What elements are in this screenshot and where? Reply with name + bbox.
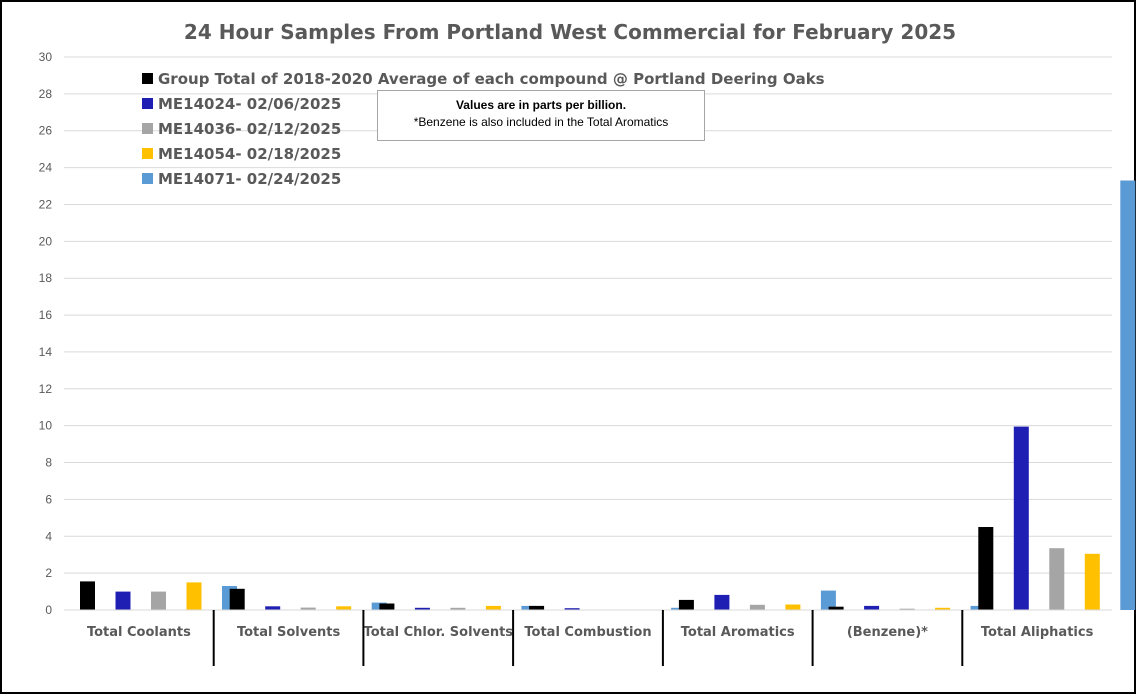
y-tick-label: 12 (39, 382, 53, 396)
legend-label: ME14024- 02/06/2025 (158, 94, 342, 113)
x-category-label: Total Coolants (87, 625, 191, 640)
legend-swatch (142, 98, 153, 109)
units-note: Values are in parts per billion. *Benzen… (377, 90, 705, 141)
bar (300, 607, 316, 610)
bar (450, 607, 466, 610)
x-category-label: Total Aliphatics (981, 625, 1094, 640)
bar (265, 606, 281, 610)
bar (80, 581, 95, 610)
bar (151, 591, 166, 610)
legend-item: Group Total of 2018-2020 Average of each… (142, 66, 825, 91)
bar (828, 606, 844, 610)
bar (115, 591, 131, 610)
legend-swatch (142, 73, 153, 84)
bar (671, 607, 687, 610)
y-tick-label: 28 (39, 87, 53, 101)
bar (820, 590, 836, 610)
bar (749, 604, 765, 610)
legend: Group Total of 2018-2020 Average of each… (142, 66, 825, 191)
y-tick-label: 4 (45, 529, 52, 543)
y-tick-label: 16 (39, 308, 53, 322)
bar (935, 607, 951, 610)
bar (379, 603, 395, 610)
x-category-label: Total Aromatics (681, 625, 795, 640)
bar (978, 527, 994, 610)
legend-swatch (142, 123, 153, 134)
legend-label: ME14054- 02/18/2025 (158, 144, 342, 163)
bar (186, 582, 202, 610)
bar (785, 604, 801, 610)
bar (371, 602, 387, 610)
y-tick-label: 18 (39, 271, 53, 285)
legend-item: ME14071- 02/24/2025 (142, 166, 825, 191)
bar (714, 594, 730, 610)
y-tick-label: 6 (45, 492, 52, 506)
y-tick-label: 24 (39, 161, 53, 175)
bar (229, 588, 245, 610)
bar (864, 605, 880, 610)
y-tick-label: 8 (45, 456, 52, 470)
y-tick-label: 0 (45, 603, 52, 617)
bar (414, 607, 430, 610)
legend-item: ME14036- 02/12/2025 (142, 116, 825, 141)
x-category-label: Total Chlor. Solvents (364, 625, 514, 640)
bar (970, 605, 986, 610)
bar (485, 605, 501, 610)
bar (1084, 553, 1100, 610)
y-tick-label: 30 (39, 50, 53, 64)
chart-title: 24 Hour Samples From Portland West Comme… (184, 20, 956, 44)
legend-item: ME14024- 02/06/2025 (142, 91, 825, 116)
x-category-label: Total Combustion (524, 625, 651, 640)
bars (80, 180, 1136, 610)
legend-item: ME14054- 02/18/2025 (142, 141, 825, 166)
legend-swatch (142, 148, 153, 159)
bar (521, 605, 537, 610)
x-axis: Total Coolants Total Solvents Total Chlor.… (64, 609, 1112, 666)
bar (336, 606, 352, 610)
y-tick-label: 22 (39, 197, 53, 211)
units-note-line-1: Values are in parts per billion. (455, 98, 627, 112)
legend-label: ME14071- 02/24/2025 (158, 169, 342, 188)
x-category-label: Total Solvents (237, 625, 341, 640)
y-tick-label: 2 (45, 566, 52, 580)
y-tick-label: 26 (39, 124, 53, 138)
bar (1049, 548, 1065, 610)
bar (899, 608, 915, 610)
bar (564, 608, 580, 610)
y-tick-label: 14 (39, 345, 53, 359)
x-category-label: (Benzene)* (847, 625, 928, 640)
bar (1013, 426, 1029, 610)
bar (1120, 180, 1136, 610)
y-tick-label: 10 (39, 419, 53, 433)
bar (678, 599, 694, 610)
legend-label: Group Total of 2018-2020 Average of each… (158, 69, 825, 88)
legend-swatch (142, 173, 153, 184)
legend-label: ME14036- 02/12/2025 (158, 119, 342, 138)
units-note-line-2: *Benzene is also included in the Total A… (413, 115, 669, 129)
bar (529, 605, 545, 610)
y-tick-label: 20 (39, 234, 53, 248)
